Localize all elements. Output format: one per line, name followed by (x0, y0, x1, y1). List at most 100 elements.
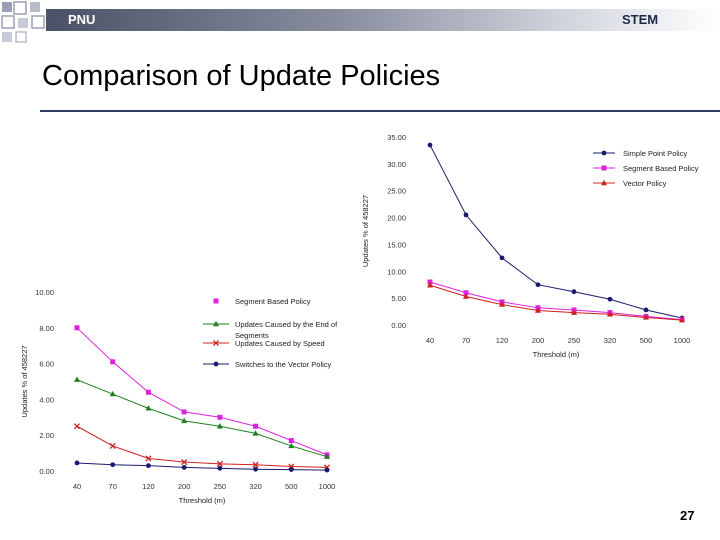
x-tick-label: 1000 (674, 336, 691, 345)
series-line (429, 144, 683, 319)
y-tick-label: 0.00 (39, 467, 54, 476)
data-point (679, 316, 685, 323)
data-point (217, 465, 223, 471)
legend-label: Segment Based Policy (235, 297, 311, 306)
data-point (324, 467, 330, 473)
y-tick-label: 10.00 (35, 288, 54, 297)
data-point (145, 389, 151, 395)
legend-marker (213, 298, 219, 304)
chart-segment-policy-breakdown: 0.00 2.00 4.00 6.00 8.00 10.00 40 70 120 200 250 32… (20, 288, 338, 505)
slide-title: Comparison of Update Policies (42, 60, 441, 92)
series-simple-point-policy (427, 142, 685, 321)
legend-marker (212, 339, 220, 347)
data-point (73, 423, 81, 430)
title-underline (40, 110, 720, 112)
x-tick-label: 1000 (319, 482, 336, 491)
x-tick-label: 70 (462, 336, 470, 345)
legend-label: Updates Caused by Speed (235, 339, 325, 348)
data-point (110, 359, 116, 365)
y-tick-label: 10.00 (387, 267, 406, 276)
data-point (145, 455, 152, 462)
legend-item: Updates Caused by Speed (203, 339, 325, 348)
x-tick-label: 200 (532, 336, 545, 345)
corner-squares-decoration (1, 1, 45, 43)
data-point (643, 307, 649, 313)
data-point (463, 212, 469, 218)
x-tick-label: 40 (73, 482, 81, 491)
data-point (535, 282, 541, 288)
y-tick-label: 6.00 (39, 360, 54, 369)
series-line (76, 327, 328, 456)
data-point (643, 314, 649, 320)
x-tick-label: 320 (249, 482, 262, 491)
data-point (181, 417, 188, 424)
data-point (499, 255, 505, 261)
data-point (109, 442, 116, 449)
data-point (607, 311, 613, 317)
data-point (288, 438, 294, 444)
x-tick-label: 250 (214, 482, 227, 491)
series-vector-policy (427, 282, 685, 323)
legend-item: Segment Based Policy (213, 297, 311, 306)
data-point (427, 142, 433, 148)
data-point (253, 423, 259, 429)
legend-item: Segment Based Policy (593, 164, 699, 173)
chart-update-policies: 0.00 5.00 10.00 15.00 20.00 25.00 30.00 35.00 40… (361, 133, 699, 359)
data-point (216, 460, 223, 467)
y-tick-label: 8.00 (39, 324, 54, 333)
data-point (571, 309, 577, 315)
data-point (427, 279, 433, 285)
x-tick-label: 120 (142, 482, 155, 491)
legend-label: Vector Policy (623, 179, 667, 188)
data-point (252, 430, 259, 436)
x-tick-label: 120 (496, 336, 509, 345)
data-point (181, 458, 188, 466)
data-point (324, 453, 330, 459)
data-point (463, 293, 469, 299)
series-line (429, 281, 683, 321)
y-tick-label: 4.00 (39, 395, 54, 404)
legend-label: Updates Caused by the End of (235, 320, 338, 329)
data-point (74, 376, 80, 382)
header-right-label: STEM (622, 12, 659, 27)
y-tick-label: 0.00 (391, 321, 406, 330)
data-point (181, 465, 187, 470)
y-axis-title: Updates % of 458227 (20, 345, 29, 417)
x-tick-label: 40 (426, 336, 434, 345)
data-point (499, 301, 505, 307)
y-tick-label: 25.00 (387, 187, 406, 196)
series-updates-caused-by-the-end-of-segments (74, 376, 330, 459)
data-point (288, 467, 294, 472)
data-point (181, 409, 187, 415)
x-axis-title: Threshold (m) (533, 350, 580, 359)
x-tick-label: 70 (109, 482, 117, 491)
x-tick-label: 200 (178, 482, 191, 491)
data-point (217, 414, 223, 420)
y-tick-label: 30.00 (387, 160, 406, 169)
y-axis-title: Updates % of 458227 (361, 195, 370, 267)
data-point (145, 405, 152, 411)
data-point (252, 461, 259, 468)
series-line (76, 425, 328, 468)
legend-item: Switches to the Vector Policy (203, 360, 332, 369)
x-tick-label: 500 (640, 336, 653, 345)
data-point (288, 442, 295, 449)
data-point (253, 466, 258, 472)
legend-item: Vector Policy (593, 179, 667, 188)
data-point (74, 325, 80, 331)
x-tick-label: 250 (568, 336, 581, 345)
legend-marker (601, 165, 607, 171)
data-point (463, 290, 469, 296)
legend-item: Simple Point Policy (593, 149, 687, 158)
legend-label: Segment Based Policy (623, 164, 699, 173)
data-point (146, 463, 151, 469)
y-tick-label: 35.00 (387, 133, 406, 142)
data-point (74, 460, 80, 466)
page-number: 27 (680, 508, 695, 523)
series-switches-to-the-vector-policy (74, 460, 330, 473)
x-tick-label: 500 (285, 482, 298, 491)
series-line (429, 284, 683, 321)
data-point (109, 390, 116, 397)
series-line (76, 379, 328, 458)
legend-label: Switches to the Vector Policy (235, 360, 332, 369)
